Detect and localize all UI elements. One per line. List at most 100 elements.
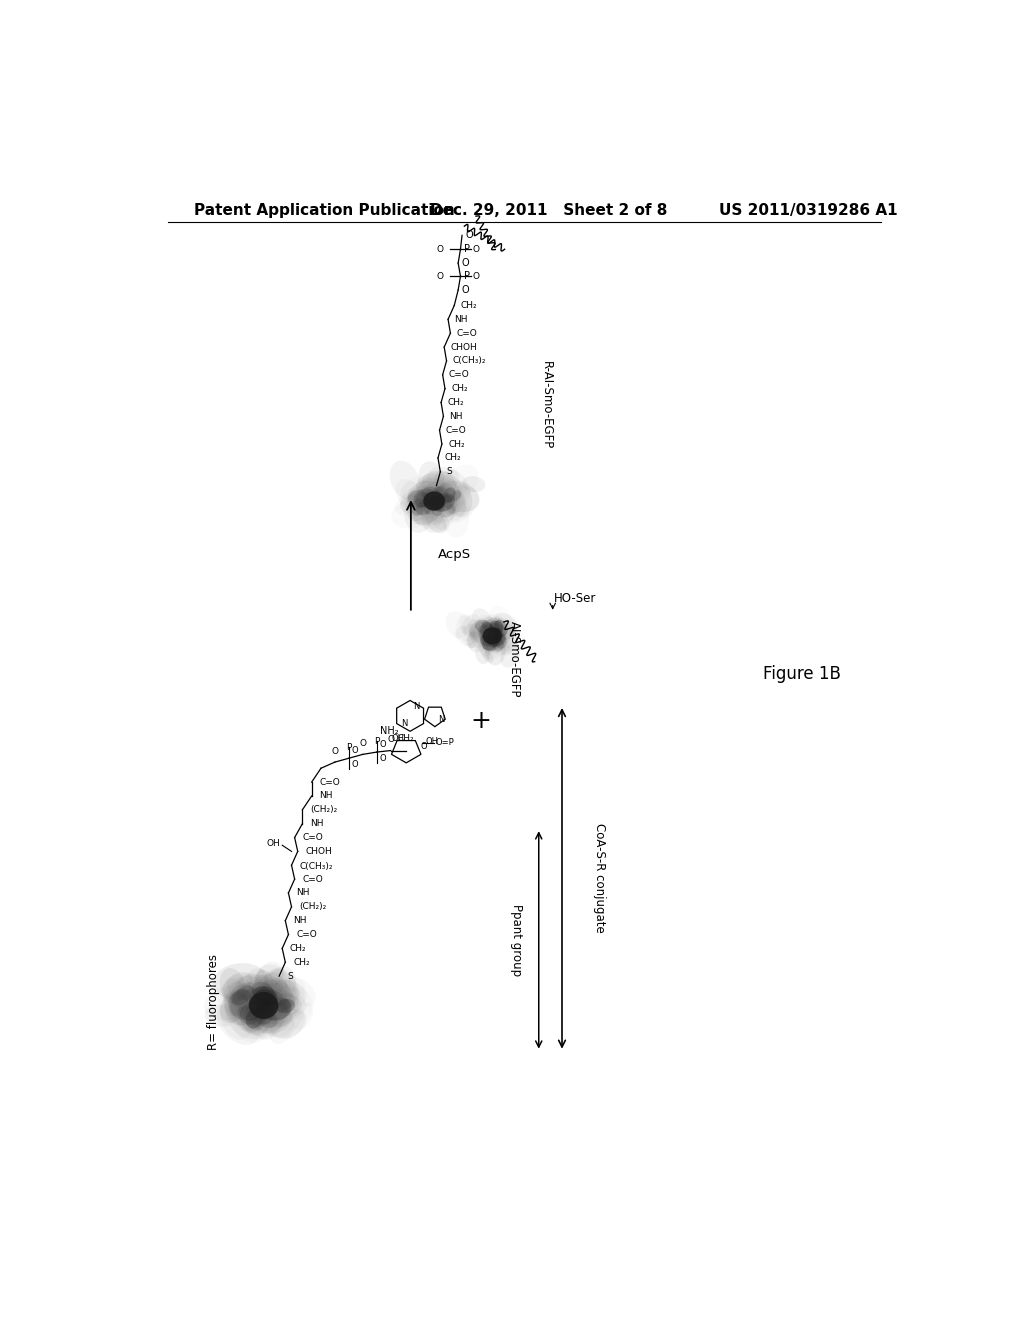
Ellipse shape: [479, 630, 488, 638]
Ellipse shape: [242, 987, 281, 1014]
Ellipse shape: [253, 986, 268, 999]
Ellipse shape: [475, 643, 490, 664]
Ellipse shape: [428, 494, 444, 511]
Ellipse shape: [249, 986, 278, 1007]
Ellipse shape: [251, 978, 289, 1019]
Ellipse shape: [487, 632, 501, 643]
Text: S: S: [446, 467, 453, 477]
Text: NH₂: NH₂: [380, 726, 398, 737]
Ellipse shape: [260, 1003, 274, 1023]
Ellipse shape: [252, 997, 279, 1023]
Ellipse shape: [482, 635, 502, 653]
Text: (CH₂)₂: (CH₂)₂: [299, 903, 327, 911]
Ellipse shape: [243, 998, 268, 1026]
Ellipse shape: [424, 496, 437, 510]
Text: O: O: [359, 739, 367, 748]
Ellipse shape: [240, 1002, 263, 1022]
Ellipse shape: [478, 638, 492, 656]
Ellipse shape: [481, 624, 499, 639]
Ellipse shape: [433, 488, 455, 511]
Ellipse shape: [253, 1010, 273, 1024]
Ellipse shape: [245, 983, 262, 1008]
Ellipse shape: [425, 492, 434, 504]
Ellipse shape: [489, 620, 504, 632]
Ellipse shape: [486, 626, 518, 652]
Text: CH₂: CH₂: [449, 440, 465, 449]
Ellipse shape: [480, 623, 501, 645]
Ellipse shape: [431, 500, 444, 516]
Ellipse shape: [479, 616, 505, 644]
Ellipse shape: [262, 1001, 290, 1020]
Ellipse shape: [411, 498, 425, 516]
Ellipse shape: [487, 630, 501, 648]
Text: OH: OH: [426, 737, 438, 746]
Text: O: O: [351, 746, 357, 755]
Ellipse shape: [433, 490, 452, 508]
Text: R= fluorophores: R= fluorophores: [207, 953, 220, 1049]
Text: C=O: C=O: [302, 833, 324, 842]
Ellipse shape: [479, 624, 490, 639]
Text: O: O: [461, 285, 469, 296]
Text: C(CH₃)₂: C(CH₃)₂: [453, 356, 486, 366]
Ellipse shape: [424, 499, 438, 515]
Text: AcpS: AcpS: [438, 548, 471, 561]
Ellipse shape: [483, 651, 494, 663]
Text: C=O: C=O: [449, 371, 470, 379]
Ellipse shape: [462, 614, 479, 635]
Ellipse shape: [495, 612, 517, 635]
Ellipse shape: [247, 969, 281, 1005]
Ellipse shape: [243, 985, 285, 1026]
Ellipse shape: [484, 623, 503, 644]
Ellipse shape: [434, 487, 466, 516]
Ellipse shape: [249, 991, 279, 1019]
Ellipse shape: [432, 494, 455, 512]
Text: CH₂: CH₂: [447, 399, 464, 407]
Ellipse shape: [231, 989, 250, 1006]
Ellipse shape: [416, 492, 428, 508]
Ellipse shape: [229, 979, 273, 1026]
Ellipse shape: [257, 998, 280, 1015]
Ellipse shape: [249, 1005, 266, 1027]
Ellipse shape: [220, 968, 246, 1005]
Ellipse shape: [421, 484, 446, 512]
Ellipse shape: [423, 502, 455, 533]
Ellipse shape: [485, 636, 506, 665]
Ellipse shape: [479, 615, 503, 648]
Text: NH: NH: [319, 792, 333, 800]
Text: CH₂: CH₂: [452, 384, 468, 393]
Text: C=O: C=O: [457, 329, 477, 338]
Text: R-AI-Smo-EGFP: R-AI-Smo-EGFP: [540, 360, 553, 449]
Ellipse shape: [256, 997, 271, 1008]
Ellipse shape: [482, 622, 493, 632]
Ellipse shape: [421, 494, 432, 503]
Ellipse shape: [494, 619, 508, 636]
Ellipse shape: [412, 486, 426, 499]
Ellipse shape: [220, 989, 248, 1023]
Ellipse shape: [243, 1008, 262, 1030]
Ellipse shape: [477, 619, 507, 651]
Ellipse shape: [254, 1011, 272, 1026]
Ellipse shape: [415, 503, 429, 521]
Ellipse shape: [221, 972, 253, 1003]
Ellipse shape: [253, 962, 287, 1010]
Ellipse shape: [486, 631, 495, 642]
Text: CH₂: CH₂: [398, 734, 415, 743]
Ellipse shape: [486, 627, 500, 638]
Ellipse shape: [255, 1008, 278, 1028]
Ellipse shape: [482, 634, 499, 651]
Text: O: O: [461, 259, 469, 268]
Ellipse shape: [443, 487, 456, 502]
Ellipse shape: [231, 975, 269, 1031]
Ellipse shape: [229, 985, 271, 1035]
Ellipse shape: [490, 623, 512, 656]
Text: O: O: [420, 742, 427, 751]
Ellipse shape: [487, 638, 495, 647]
Ellipse shape: [428, 479, 471, 511]
Ellipse shape: [469, 616, 499, 639]
Ellipse shape: [259, 1002, 280, 1019]
Ellipse shape: [486, 631, 497, 644]
Ellipse shape: [256, 969, 291, 1012]
Ellipse shape: [259, 985, 276, 1006]
Ellipse shape: [469, 620, 505, 644]
Ellipse shape: [404, 488, 434, 533]
